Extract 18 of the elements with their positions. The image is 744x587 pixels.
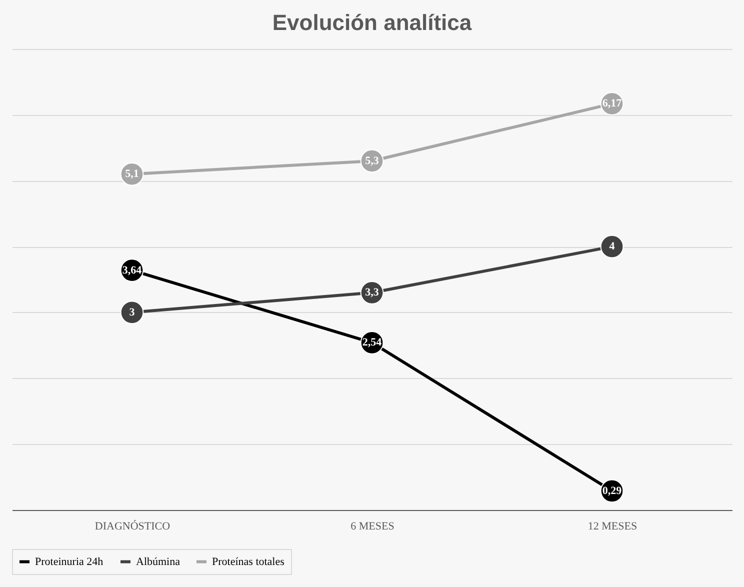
x-tick-label: 6 MESES [350,520,394,532]
legend-label: Proteínas totales [212,556,284,568]
data-label: 2,54 [362,336,382,349]
x-tick-label: 12 MESES [588,520,638,532]
chart-title: Evolución analítica [272,10,472,35]
data-label: 3,64 [122,264,142,276]
legend-label: Proteinuria 24h [35,556,104,568]
data-label: 0,29 [602,484,622,497]
data-label: 3,3 [365,286,380,299]
x-tick-label: DIAGNÓSTICO [94,520,170,532]
data-label: 3 [129,306,136,318]
data-label: 4 [609,240,616,253]
point [120,300,144,324]
data-label: 5,1 [125,168,139,180]
point [600,234,624,258]
data-label: 6,17 [602,98,622,110]
data-label: 5,3 [365,154,380,167]
legend-label: Albúmina [136,556,180,568]
